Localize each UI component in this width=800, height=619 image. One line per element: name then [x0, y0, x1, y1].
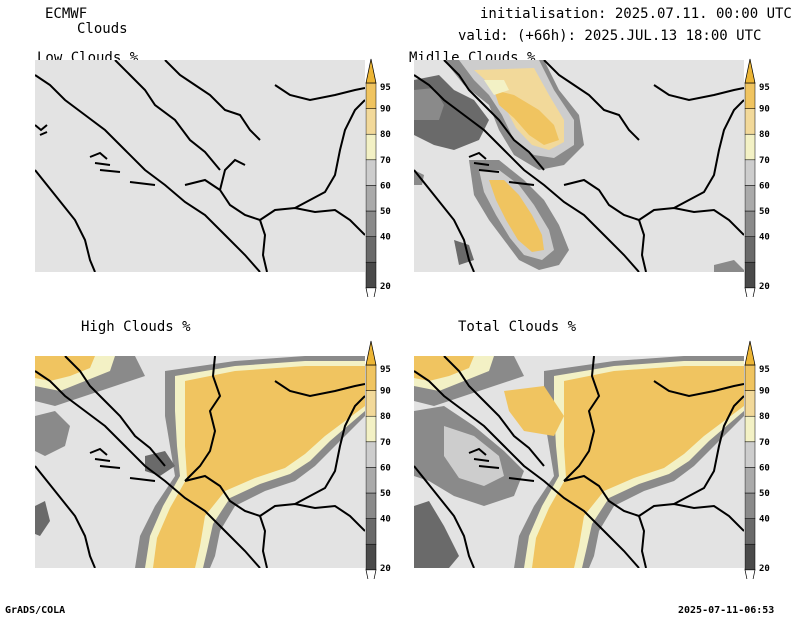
colorbar-label: 70 [380, 156, 391, 166]
colorbar-segment-c70 [744, 133, 756, 161]
colorbar-segment-c50 [744, 185, 756, 212]
colorbar-segment-c40 [744, 210, 756, 237]
colorbar-label: 50 [380, 489, 391, 499]
colorbar-top-arrow [744, 340, 756, 366]
colorbar-segment-c30 [744, 518, 756, 545]
colorbar-segment-c20 [744, 543, 756, 571]
colorbar-segment-c40 [744, 492, 756, 519]
colorbar-label: 95 [759, 365, 770, 375]
map-high-clouds [35, 356, 365, 568]
colorbar-label: 70 [759, 438, 770, 448]
colorbar-segment-c80 [365, 108, 377, 135]
colorbar-segment-c90 [365, 364, 377, 391]
product-name: Clouds [77, 21, 128, 37]
colorbar-label: 40 [759, 515, 770, 525]
colorbar-segment-c90 [744, 364, 756, 391]
map-middle-clouds [414, 60, 744, 272]
colorbar-label: 70 [759, 156, 770, 166]
colorbar-segment-c70 [744, 415, 756, 443]
colorbar-segment-c90 [365, 82, 377, 109]
model-name: ECMWF [45, 6, 88, 22]
colorbar-top-arrow [365, 58, 377, 84]
colorbar-high: 20 40 50 60 70 80 90 95 [365, 340, 391, 579]
colorbar-segment-c20 [365, 261, 377, 289]
colorbar-label: 90 [759, 105, 770, 115]
colorbar-segment-c50 [744, 467, 756, 494]
colorbar-segment-c20 [744, 261, 756, 289]
colorbar-label: 50 [380, 207, 391, 217]
colorbar-label: 20 [759, 564, 770, 574]
valid-time: valid: (+66h): 2025.JUL.13 18:00 UTC [458, 28, 762, 44]
colorbar-label: 80 [759, 130, 770, 140]
colorbar-label: 95 [759, 83, 770, 93]
colorbar-bottom-arrow [365, 569, 377, 579]
colorbar-segment-c70 [365, 133, 377, 161]
colorbar-segment-c60 [744, 441, 756, 468]
colorbar-label: 90 [380, 105, 391, 115]
panel-title-total: Total Clouds % [458, 319, 577, 335]
colorbar-label: 60 [759, 181, 770, 191]
colorbar-label: 95 [380, 365, 391, 375]
colorbar-label: 40 [759, 233, 770, 243]
colorbar-middle: 20 40 50 60 70 80 90 95 [744, 58, 770, 297]
colorbar-segment-c80 [744, 108, 756, 135]
colorbar-label: 70 [380, 438, 391, 448]
colorbar-label: 90 [759, 387, 770, 397]
colorbar-segment-c90 [744, 82, 756, 109]
colorbar-segment-c80 [365, 390, 377, 417]
colorbar-label: 60 [380, 463, 391, 473]
footer-software: GrADS/COLA [5, 605, 66, 616]
colorbar-total: 20 40 50 60 70 80 90 95 [744, 340, 770, 579]
map-low-clouds [35, 60, 365, 272]
colorbar-label: 90 [380, 387, 391, 397]
colorbar-segment-c40 [365, 492, 377, 519]
colorbar-segment-c60 [744, 159, 756, 186]
colorbar-label: 40 [380, 515, 391, 525]
colorbar-label: 20 [380, 564, 391, 574]
colorbar-label: 20 [380, 282, 391, 292]
colorbar-low: 20 40 50 60 70 80 90 95 [365, 58, 391, 297]
colorbar-label: 20 [759, 282, 770, 292]
colorbar-label: 60 [759, 463, 770, 473]
colorbar-bottom-arrow [744, 287, 756, 297]
colorbar-label: 80 [380, 412, 391, 422]
map-total-clouds [414, 356, 744, 568]
colorbar-bottom-arrow [744, 569, 756, 579]
colorbar-segment-c40 [365, 210, 377, 237]
colorbar-label: 80 [759, 412, 770, 422]
colorbar-segment-c30 [365, 236, 377, 263]
colorbar-top-arrow [365, 340, 377, 366]
colorbar-bottom-arrow [365, 287, 377, 297]
colorbar-top-arrow [744, 58, 756, 84]
panel-title-high: High Clouds % [81, 319, 191, 335]
initialisation-time: initialisation: 2025.07.11. 00:00 UTC [480, 6, 792, 22]
colorbar-segment-c60 [365, 441, 377, 468]
colorbar-segment-c80 [744, 390, 756, 417]
colorbar-segment-c70 [365, 415, 377, 443]
colorbar-segment-c50 [365, 467, 377, 494]
colorbar-label: 80 [380, 130, 391, 140]
colorbar-label: 95 [380, 83, 391, 93]
colorbar-segment-c30 [744, 236, 756, 263]
colorbar-label: 50 [759, 489, 770, 499]
colorbar-segment-c20 [365, 543, 377, 571]
colorbar-label: 60 [380, 181, 391, 191]
colorbar-label: 40 [380, 233, 391, 243]
colorbar-segment-c30 [365, 518, 377, 545]
colorbar-segment-c50 [365, 185, 377, 212]
colorbar-label: 50 [759, 207, 770, 217]
footer-timestamp: 2025-07-11-06:53 [678, 605, 775, 616]
colorbar-segment-c60 [365, 159, 377, 186]
